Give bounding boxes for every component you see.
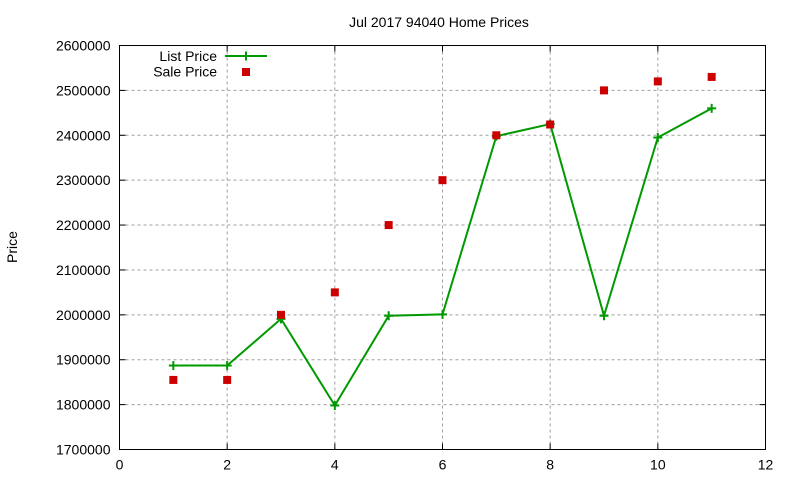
plot-area-border — [119, 45, 766, 450]
chart-title: Jul 2017 94040 Home Prices — [349, 14, 529, 30]
square-marker-icon — [438, 176, 447, 185]
series-sale-price — [169, 72, 716, 384]
square-marker-icon — [223, 375, 232, 384]
square-marker-icon — [330, 288, 339, 297]
y-tick-label: 2500000 — [56, 82, 111, 98]
y-tick-label: 2000000 — [56, 307, 111, 323]
y-axis-ticks: 1700000 1800000 1900000 2000000 2100000 22000… — [56, 38, 766, 458]
square-marker-icon — [546, 120, 555, 129]
y-axis-label: Price — [4, 231, 20, 263]
x-tick-label: 12 — [758, 457, 774, 473]
y-tick-label: 1800000 — [56, 397, 111, 413]
data-series — [168, 72, 717, 411]
x-tick-label: 10 — [650, 457, 666, 473]
grid-lines — [119, 45, 766, 450]
square-marker-icon — [707, 72, 716, 81]
y-tick-label: 2300000 — [56, 172, 111, 188]
square-marker-icon — [653, 77, 662, 86]
square-marker-icon — [492, 131, 501, 140]
x-tick-label: 8 — [546, 457, 554, 473]
y-tick-label: 2200000 — [56, 217, 111, 233]
y-tick-label: 1900000 — [56, 352, 111, 368]
legend-label: Sale Price — [153, 64, 217, 80]
x-axis-ticks: 0 2 4 6 8 10 12 — [116, 45, 774, 473]
square-marker-icon — [277, 310, 285, 319]
square-marker-icon — [169, 375, 178, 384]
legend-item: List Price — [159, 48, 267, 64]
x-tick-label: 4 — [331, 457, 339, 473]
x-tick-label: 2 — [223, 457, 231, 473]
y-tick-label: 2600000 — [56, 38, 111, 54]
square-marker-icon — [242, 68, 250, 76]
x-tick-label: 6 — [439, 457, 447, 473]
legend-item: Sale Price — [153, 64, 250, 80]
legend-label: List Price — [159, 48, 217, 64]
square-marker-icon — [384, 221, 393, 230]
y-tick-label: 2100000 — [56, 262, 111, 278]
square-marker-icon — [600, 86, 608, 95]
y-tick-label: 1700000 — [56, 442, 111, 458]
y-tick-label: 2400000 — [56, 127, 111, 143]
x-tick-label: 0 — [116, 457, 124, 473]
